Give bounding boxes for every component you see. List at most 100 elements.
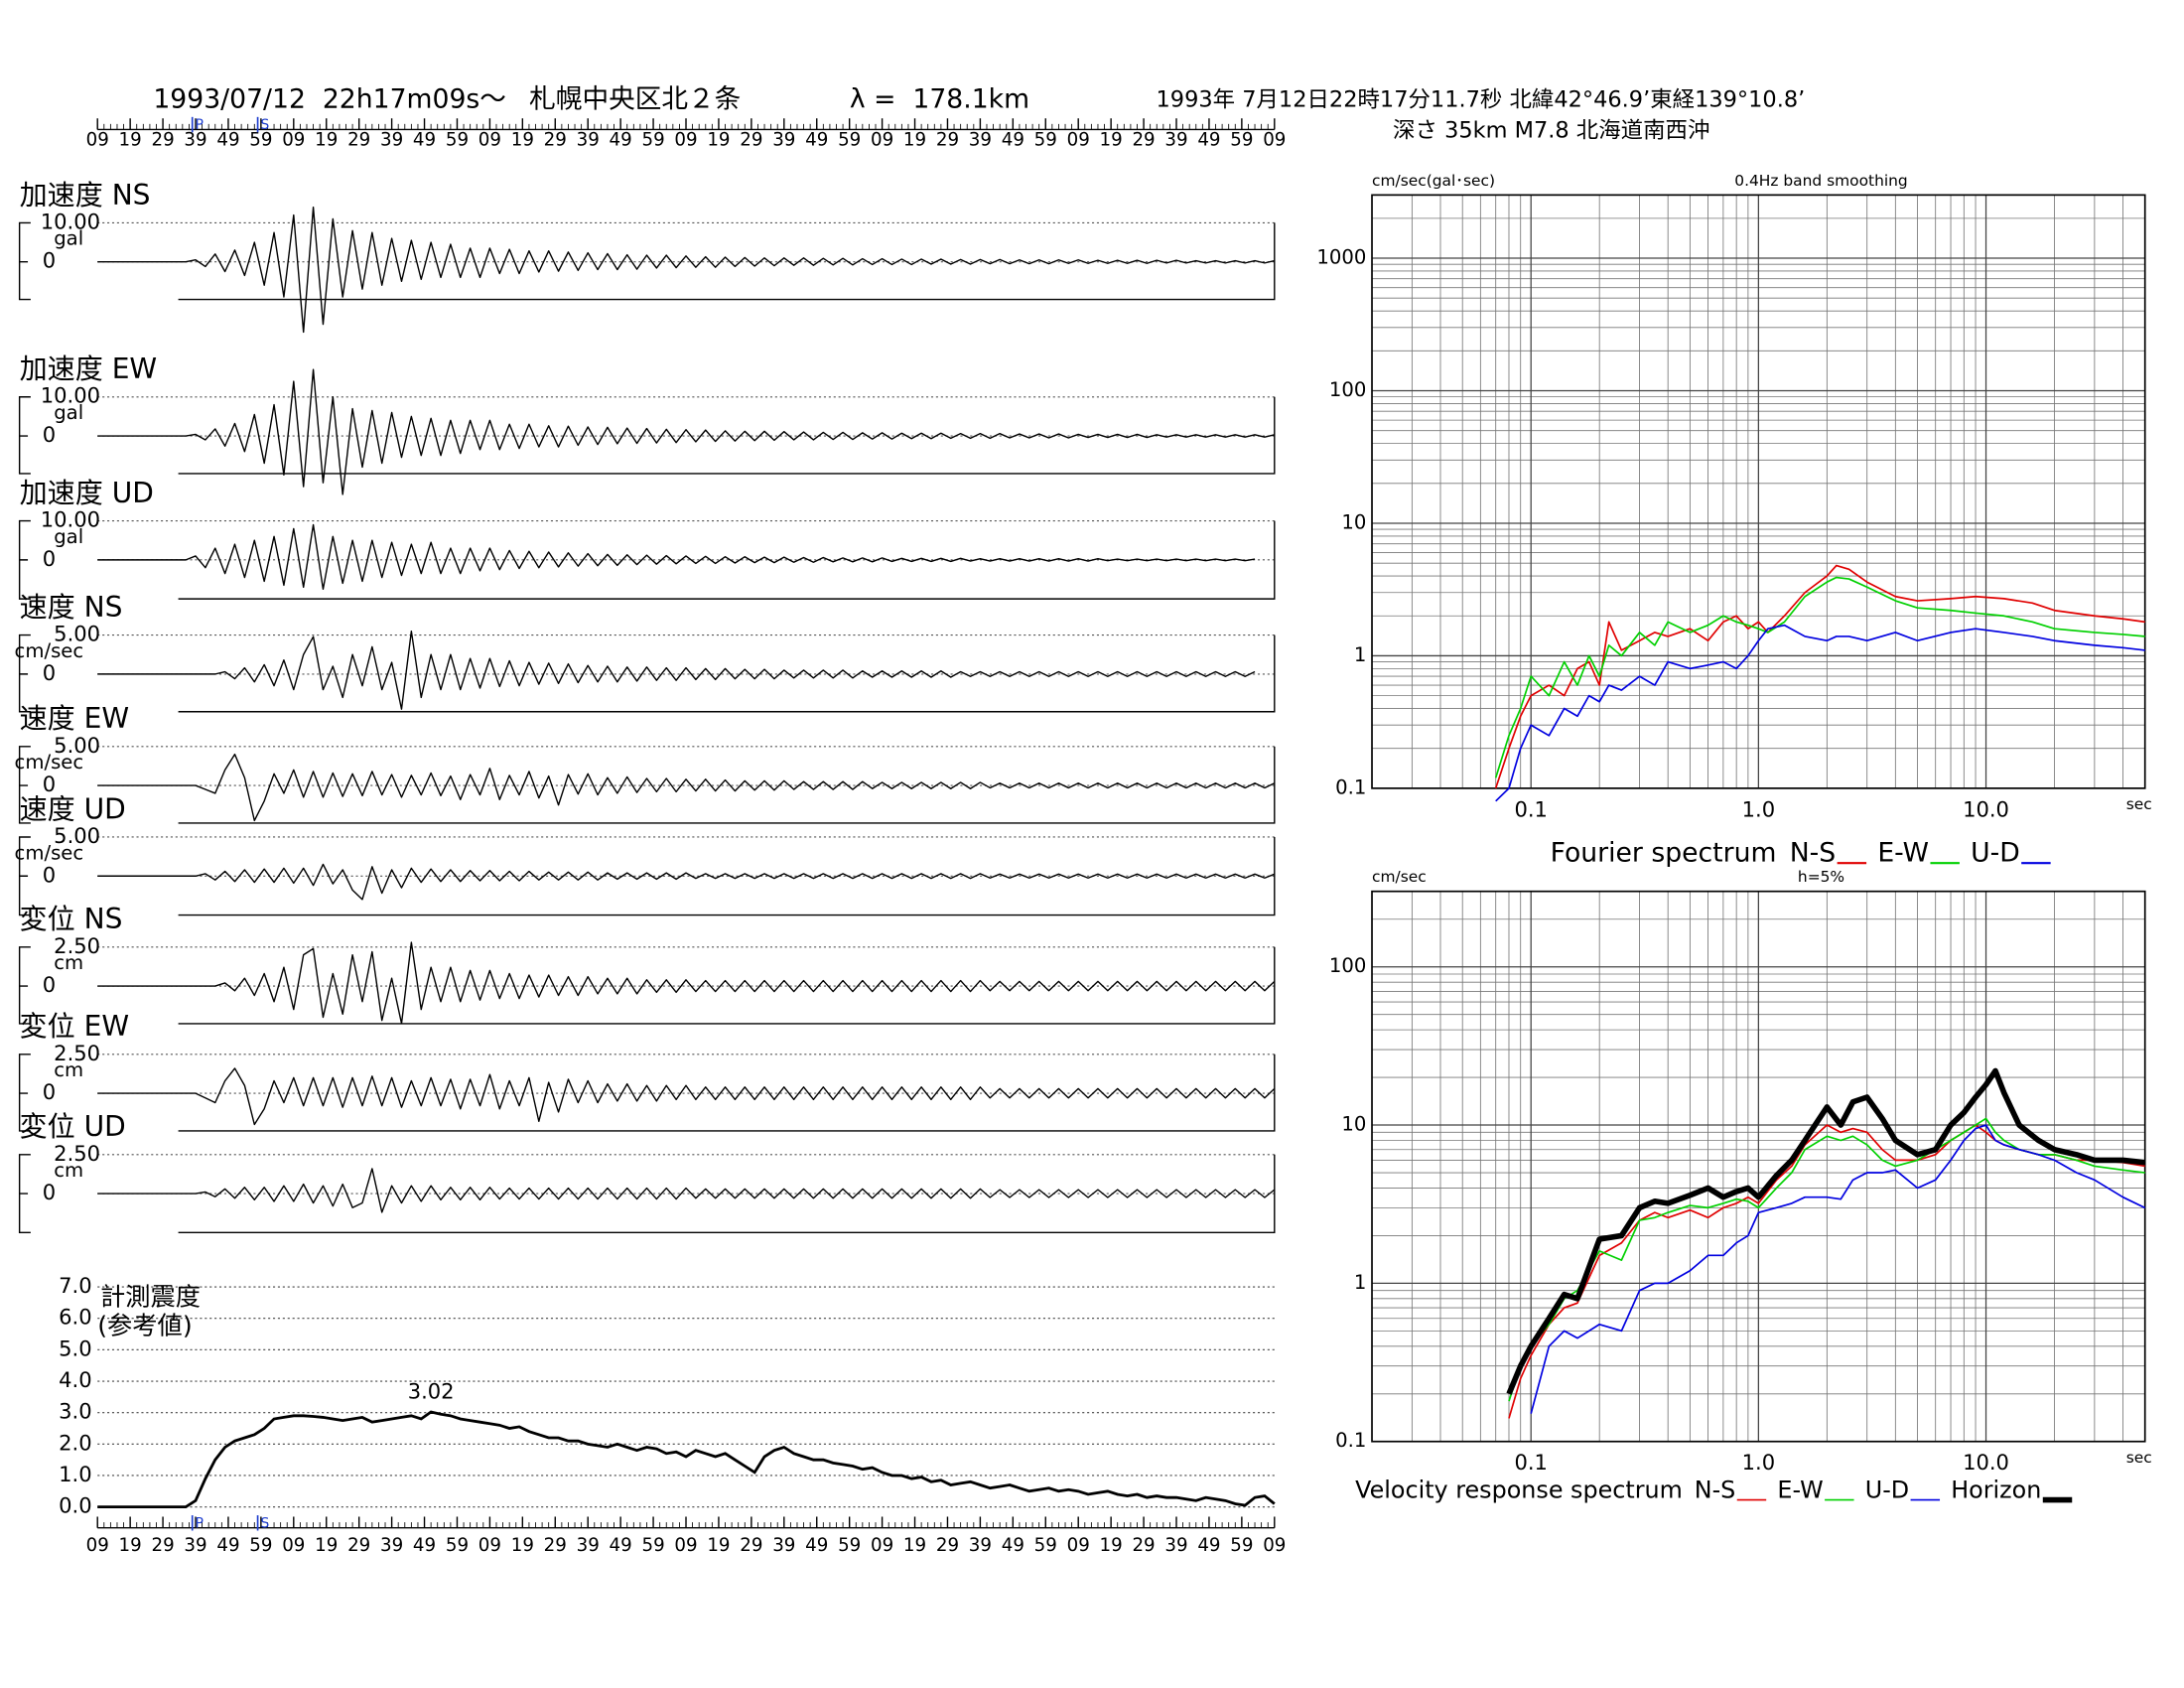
x-tick-label: 49 bbox=[805, 130, 828, 151]
plot-frame bbox=[1371, 194, 2146, 789]
x-tick-label: 1.0 bbox=[1742, 796, 1775, 821]
spectrum-line bbox=[1530, 1124, 2146, 1414]
x-tick-label: 29 bbox=[151, 1535, 174, 1556]
x-tick-label: 59 bbox=[838, 130, 861, 151]
x-tick-label: 19 bbox=[511, 1535, 534, 1556]
y-axis-label: cm/sec(gal･sec) bbox=[1372, 172, 1495, 190]
phase-label: S bbox=[260, 1515, 269, 1531]
legend-label: Horizon bbox=[1951, 1477, 2041, 1504]
y-tick-label: 5.00 bbox=[54, 622, 100, 646]
x-tick-label: 29 bbox=[1132, 130, 1155, 151]
x-axis-label: sec bbox=[2126, 1449, 2152, 1467]
y-tick-label: 10.00 bbox=[41, 507, 100, 532]
chart-subtitle: 0.4Hz band smoothing bbox=[1734, 172, 1907, 190]
x-tick-label: 19 bbox=[903, 130, 926, 151]
panel-frame bbox=[178, 396, 1276, 475]
x-tick-label: 29 bbox=[740, 130, 762, 151]
panel-title: 加速度 NS bbox=[20, 179, 151, 211]
x-tick-label: 59 bbox=[249, 130, 272, 151]
x-tick-label: 39 bbox=[184, 1535, 206, 1556]
waveform bbox=[97, 1067, 1276, 1126]
intensity-line bbox=[97, 1410, 1276, 1509]
y-tick-label: 0 bbox=[43, 862, 56, 887]
x-tick-label: 59 bbox=[1034, 1535, 1057, 1556]
y-tick-label: 2.0 bbox=[59, 1430, 91, 1455]
x-tick-label: 49 bbox=[1002, 1535, 1024, 1556]
plot-frame bbox=[1371, 890, 2146, 1443]
panel-title: 加速度 EW bbox=[20, 352, 158, 385]
panel-bracket bbox=[18, 519, 31, 600]
x-tick-label: 59 bbox=[641, 130, 664, 151]
panel-frame bbox=[178, 1054, 1276, 1132]
unit-label: cm/sec bbox=[15, 639, 84, 662]
legend-title: Velocity response spectrum bbox=[1355, 1477, 1683, 1504]
x-tick-label: 49 bbox=[610, 130, 632, 151]
panel-title: 速度 NS bbox=[20, 591, 123, 624]
x-tick-label: 39 bbox=[969, 1535, 992, 1556]
x-tick-label: 49 bbox=[1197, 130, 1220, 151]
panel-title: 加速度 UD bbox=[20, 477, 154, 509]
y-tick-label: 10 bbox=[1341, 510, 1366, 533]
x-tick-label: 09 bbox=[1067, 1535, 1090, 1556]
y-tick-label: 100 bbox=[1329, 954, 1366, 977]
x-tick-label: 39 bbox=[380, 1535, 403, 1556]
unit-label: cm/sec bbox=[15, 841, 84, 864]
legend-label: E-W bbox=[1877, 837, 1929, 868]
panel-bracket bbox=[18, 836, 31, 916]
x-tick-label: 1.0 bbox=[1742, 1450, 1775, 1475]
x-tick-label: 39 bbox=[1164, 1535, 1187, 1556]
y-tick-label: 5.00 bbox=[54, 823, 100, 848]
y-tick-label: 0 bbox=[43, 546, 56, 571]
x-tick-label: 0.1 bbox=[1514, 1450, 1547, 1475]
chart-subtitle: (参考値) bbox=[97, 1312, 192, 1340]
x-tick-label: 39 bbox=[772, 130, 795, 151]
unit-label: cm bbox=[54, 1058, 83, 1081]
panel-bracket bbox=[18, 396, 31, 475]
waveform bbox=[97, 863, 1276, 901]
y-tick-label: 0 bbox=[43, 772, 56, 796]
epicentral-distance: λ = 178.1km bbox=[850, 83, 1029, 114]
waveform bbox=[97, 1168, 1276, 1213]
x-axis-label: sec bbox=[2126, 795, 2152, 813]
x-tick-label: 39 bbox=[184, 130, 206, 151]
x-tick-label: 29 bbox=[544, 130, 567, 151]
panel-frame bbox=[178, 946, 1276, 1025]
panel-title: 変位 NS bbox=[20, 903, 123, 935]
annotation: 3.02 bbox=[408, 1378, 455, 1403]
x-tick-label: 39 bbox=[1164, 130, 1187, 151]
chart-title: 計測震度 bbox=[100, 1282, 201, 1311]
y-tick-label: 0 bbox=[43, 660, 56, 685]
x-tick-label: 49 bbox=[1197, 1535, 1220, 1556]
x-tick-label: 0.1 bbox=[1514, 796, 1547, 821]
panel-bracket bbox=[18, 746, 31, 824]
spectrum-line bbox=[1494, 576, 2145, 778]
x-tick-label: 09 bbox=[1263, 130, 1286, 151]
unit-label: cm bbox=[54, 951, 83, 974]
y-tick-label: 10 bbox=[1341, 1113, 1366, 1136]
x-tick-label: 49 bbox=[805, 1535, 828, 1556]
x-tick-label: 09 bbox=[282, 1535, 305, 1556]
panel-bracket bbox=[18, 633, 31, 713]
x-tick-label: 29 bbox=[740, 1535, 762, 1556]
spectrum-line bbox=[1508, 1117, 2145, 1402]
legend-label: U-D bbox=[1971, 837, 2020, 868]
panel-title: 速度 UD bbox=[20, 792, 126, 825]
x-tick-label: 59 bbox=[1230, 130, 1253, 151]
panel-frame bbox=[178, 836, 1276, 916]
panel-title: 変位 UD bbox=[20, 1110, 126, 1143]
y-tick-label: 2.50 bbox=[54, 1141, 100, 1166]
y-tick-label: 0.0 bbox=[59, 1493, 91, 1518]
panel-frame bbox=[178, 222, 1276, 301]
unit-label: cm/sec bbox=[15, 751, 84, 774]
origin-info: 1993年 7月12日22時17分11.7秒 北緯42°46.9’東経139°1… bbox=[1157, 86, 1806, 112]
source-info: 深さ 35km M7.8 北海道南西沖 bbox=[1393, 117, 1709, 143]
phase-label: S bbox=[260, 117, 269, 133]
panel-frame bbox=[178, 746, 1276, 824]
x-tick-label: 19 bbox=[1100, 130, 1123, 151]
x-tick-label: 39 bbox=[577, 130, 600, 151]
x-tick-label: 09 bbox=[478, 1535, 501, 1556]
x-tick-label: 09 bbox=[674, 1535, 697, 1556]
x-tick-label: 09 bbox=[871, 130, 893, 151]
phase-label: P bbox=[196, 1515, 204, 1531]
